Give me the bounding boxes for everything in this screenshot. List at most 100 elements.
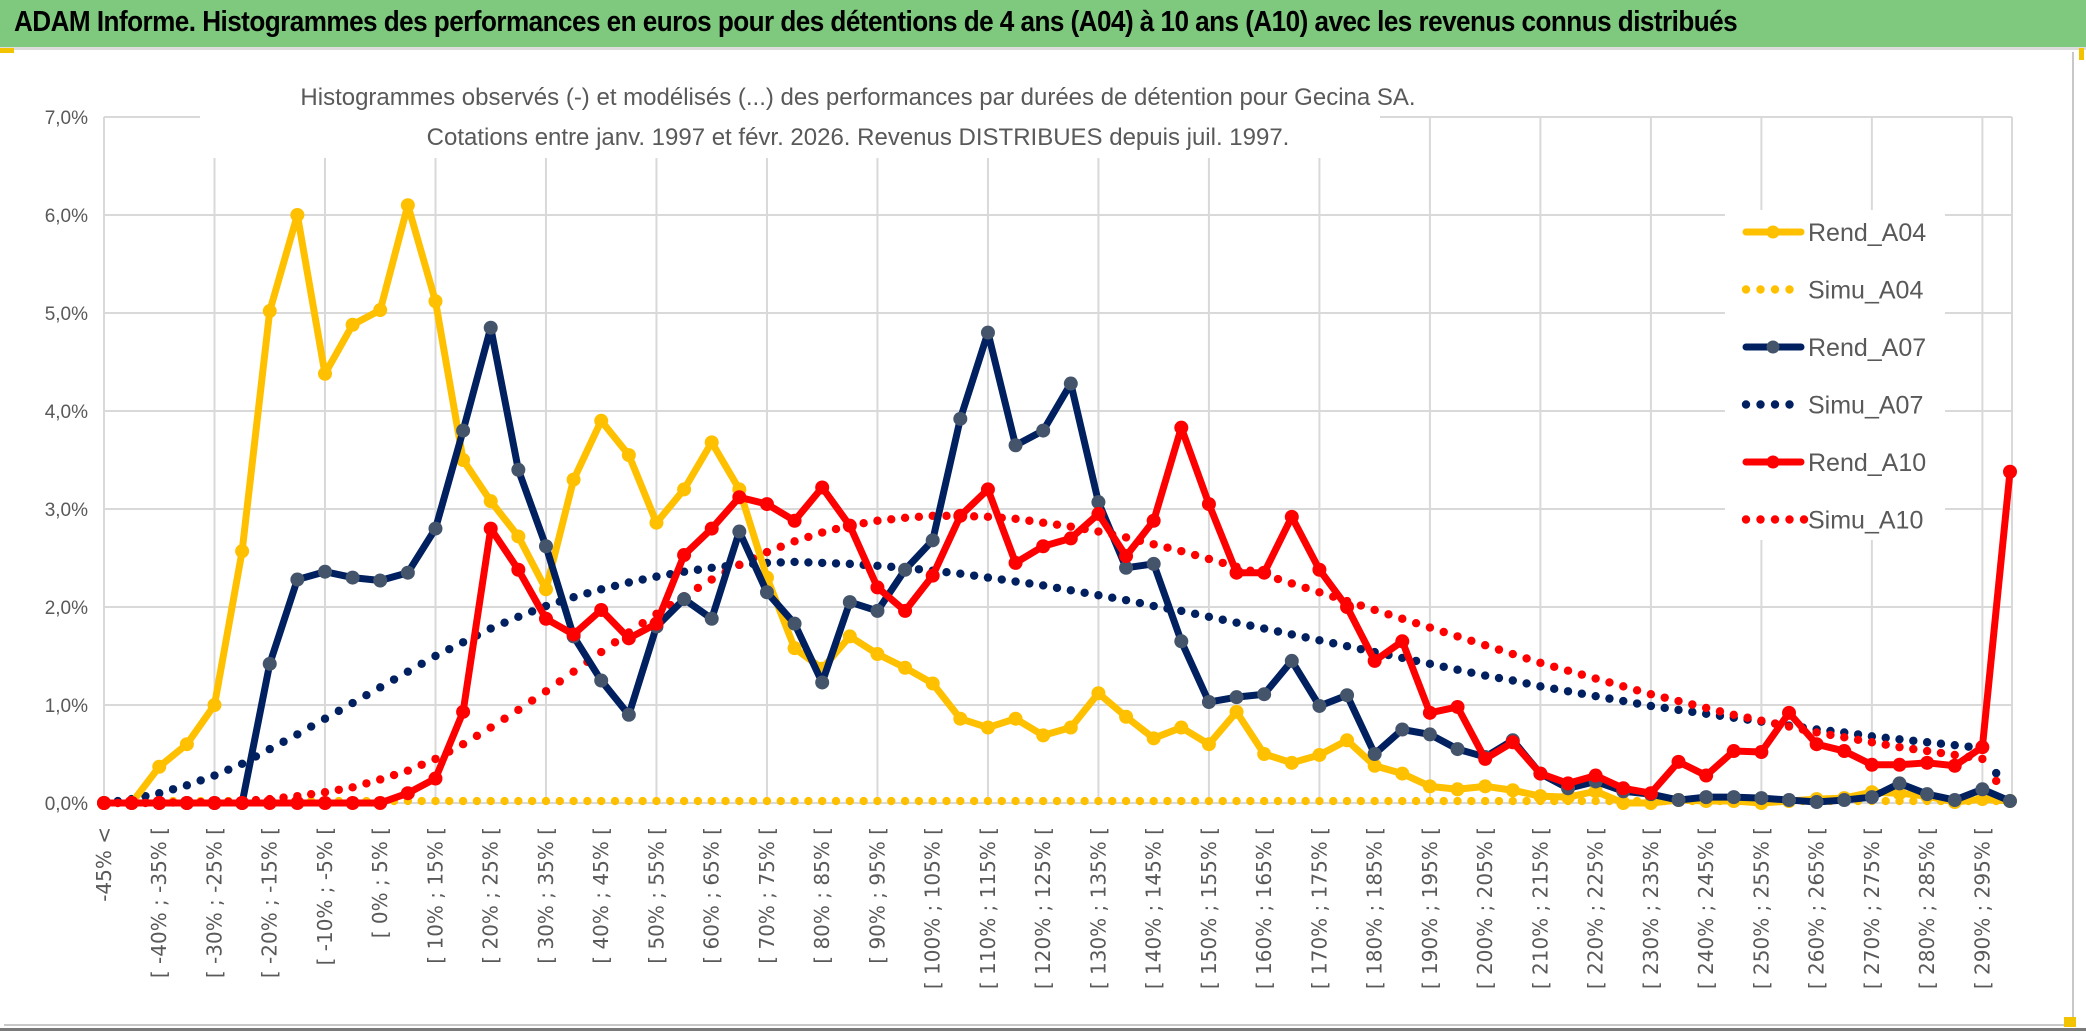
data-point: [400, 786, 415, 801]
simulated-point: [652, 796, 661, 806]
legend: Rend_A04 Simu_A04 Rend_A07 Simu_A07 Rend_A10…: [1725, 210, 1945, 540]
simulated-point: [693, 796, 703, 806]
simulated-point: [210, 771, 219, 780]
legend-item[interactable]: Simu_A04: [1741, 277, 1924, 305]
data-point: [1699, 768, 1714, 783]
data-point: [207, 698, 222, 712]
simulated-point: [721, 796, 730, 806]
simulated-point: [804, 796, 813, 806]
data-point: [1119, 560, 1134, 575]
simulated-point: [831, 524, 841, 534]
simulated-point: [1508, 796, 1517, 806]
data-point: [400, 565, 415, 580]
x-tick-label: [ 60% ; 65% [: [700, 827, 724, 964]
legend-item[interactable]: Simu_A07: [1741, 392, 1924, 420]
data-point: [1367, 747, 1382, 761]
simulated-point: [1909, 744, 1918, 754]
simulated-point: [1080, 588, 1089, 597]
simulated-point: [348, 783, 357, 792]
simulated-point: [942, 796, 951, 806]
simulated-point: [804, 532, 813, 542]
data-point: [815, 480, 830, 495]
simulated-point: [914, 512, 924, 522]
simulated-point: [320, 714, 330, 723]
data-point: [317, 564, 332, 579]
data-point: [1561, 776, 1576, 791]
simulated-point: [1881, 740, 1890, 749]
simulated-point: [1066, 796, 1076, 806]
legend-item[interactable]: Rend_A07: [1742, 334, 1926, 362]
simulated-point: [1218, 615, 1227, 624]
data-point: [262, 796, 277, 810]
simulated-point: [1909, 736, 1918, 745]
series-simu-a07: [99, 557, 2015, 808]
data-point: [538, 611, 553, 626]
simulated-point: [500, 796, 509, 806]
simulated-point: [845, 559, 855, 569]
simulated-point: [790, 557, 799, 567]
series-line: [100, 424, 2014, 807]
data-point: [235, 544, 250, 559]
data-point: [400, 198, 415, 213]
legend-item[interactable]: Rend_A04: [1742, 219, 1926, 247]
data-point: [1920, 787, 1935, 802]
simulated-point: [1259, 796, 1269, 806]
simulated-point: [1577, 796, 1587, 806]
data-point: [1063, 531, 1078, 546]
series-rend-a07: [97, 320, 2017, 810]
legend-item[interactable]: Simu_A10: [1741, 507, 1924, 535]
data-point: [1920, 755, 1935, 770]
selection-handle-top-left[interactable]: [0, 48, 14, 53]
simulated-point: [638, 796, 647, 806]
data-point: [842, 629, 857, 644]
data-point: [1036, 728, 1051, 743]
simulated-point: [735, 796, 744, 806]
simulated-point: [293, 730, 302, 739]
data-point: [1008, 555, 1023, 570]
data-point: [732, 490, 747, 505]
data-point: [566, 472, 581, 487]
data-point: [1395, 634, 1410, 649]
data-point: [1091, 506, 1106, 521]
data-point: [594, 413, 609, 428]
data-point: [207, 796, 222, 810]
simulated-point: [555, 796, 564, 806]
simulated-point: [1591, 674, 1600, 683]
data-point: [262, 304, 277, 319]
data-point: [1588, 784, 1603, 799]
simulated-point: [1522, 679, 1531, 688]
data-point: [1616, 796, 1631, 810]
legend-label: Rend_A07: [1808, 334, 1926, 362]
data-point: [842, 595, 857, 610]
legend-dotted-line-icon: [1756, 400, 1765, 409]
simulated-point: [707, 563, 716, 572]
data-point: [538, 582, 553, 597]
data-point: [1063, 376, 1078, 391]
selection-handle-bottom-right[interactable]: [2064, 1017, 2076, 1027]
simulated-point: [527, 796, 537, 806]
data-point: [1754, 791, 1769, 806]
simulated-point: [1190, 550, 1200, 560]
simulated-point: [555, 677, 564, 686]
selection-handle-top-right[interactable]: [2079, 48, 2084, 60]
simulated-point: [224, 765, 233, 774]
data-point: [1422, 779, 1437, 794]
simulated-point: [196, 776, 205, 785]
data-point: [1284, 509, 1299, 524]
simulated-point: [1646, 690, 1656, 699]
data-point: [373, 573, 388, 588]
data-point: [870, 603, 885, 618]
data-point: [1229, 690, 1244, 705]
simulated-point: [818, 558, 827, 568]
simulated-point: [1108, 593, 1117, 602]
simulated-point: [1204, 554, 1214, 564]
data-point: [1726, 790, 1741, 805]
legend-dotted-line-icon: [1785, 515, 1794, 524]
data-point: [704, 435, 719, 450]
bottom-border: [0, 1028, 2086, 1031]
legend-item[interactable]: Rend_A10: [1742, 449, 1926, 477]
data-point: [483, 320, 498, 335]
data-point: [345, 796, 360, 810]
data-point: [1616, 781, 1631, 796]
simulated-point: [1246, 621, 1255, 630]
